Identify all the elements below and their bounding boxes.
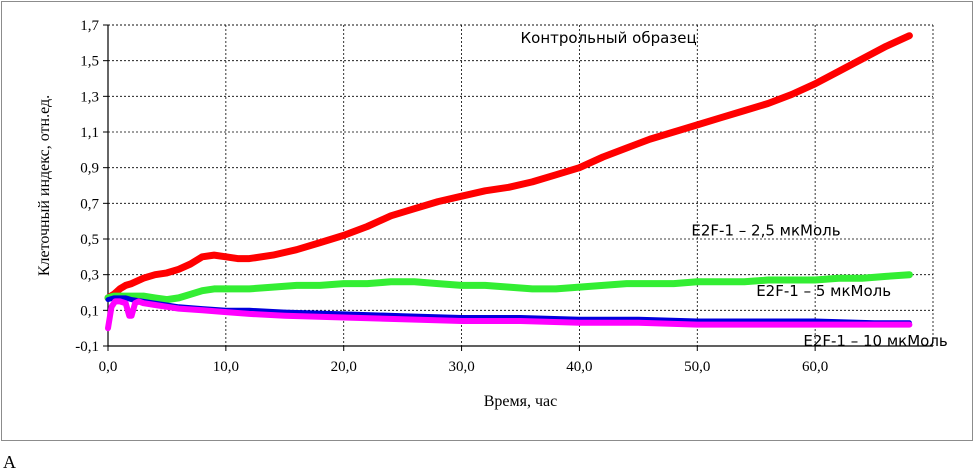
series-line-3 [105, 295, 912, 326]
axes: -0,1 0,1 0,3 0,5 0,7 0,9 1,1 1,3 1,5 1,7 0,0 10,0 20… [75, 18, 933, 375]
series-annotation-1: Контрольный образец [521, 29, 697, 47]
chart-frame: -0,1 0,1 0,3 0,5 0,7 0,9 1,1 1,3 1,5 1,7 0,0 10,0 20… [1, 1, 973, 441]
series-line-1 [104, 32, 913, 302]
x-tick-label: 10,0 [213, 359, 239, 375]
y-axis-title: Клеточный индекс, отн.ед. [36, 95, 53, 276]
x-tick-label: 50,0 [684, 359, 710, 375]
series-line-4 [105, 298, 913, 332]
x-axis-title: Время, час [484, 393, 558, 410]
series-annotation-2: E2F-1 – 2,5 мкМоль [691, 221, 840, 239]
x-tick-label: 0,0 [99, 359, 118, 375]
grid [108, 24, 934, 346]
line-chart: -0,1 0,1 0,3 0,5 0,7 0,9 1,1 1,3 1,5 1,7 0,0 10,0 20… [36, 18, 948, 410]
x-tick-label: 30,0 [448, 359, 474, 375]
y-tick-label: 0,5 [80, 232, 99, 248]
y-tick-label: 0,7 [80, 196, 99, 212]
series-annotation-3: E2F-1 – 5 мкМоль [756, 282, 891, 300]
y-tick-label: -0,1 [75, 339, 99, 355]
series-annotations: Контрольный образец E2F-1 – 2,5 мкМоль E2F… [521, 29, 948, 350]
series-annotation-4: E2F-1 – 10 мкМоль [803, 332, 947, 350]
panel-label: А [3, 452, 16, 472]
y-tick-label: 1,1 [80, 125, 99, 141]
series-lines [104, 32, 913, 332]
y-tick-label: 0,9 [80, 161, 99, 177]
y-tick-label: 1,7 [80, 18, 99, 34]
x-tick-label: 40,0 [566, 359, 592, 375]
y-tick-label: 1,5 [80, 54, 99, 70]
x-tick-label: 60,0 [802, 359, 828, 375]
y-tick-label: 0,1 [80, 303, 99, 319]
y-tick-label: 1,3 [80, 89, 99, 105]
x-tick-label: 20,0 [331, 359, 357, 375]
series-line-2 [104, 271, 913, 304]
y-tick-label: 0,3 [80, 268, 99, 284]
